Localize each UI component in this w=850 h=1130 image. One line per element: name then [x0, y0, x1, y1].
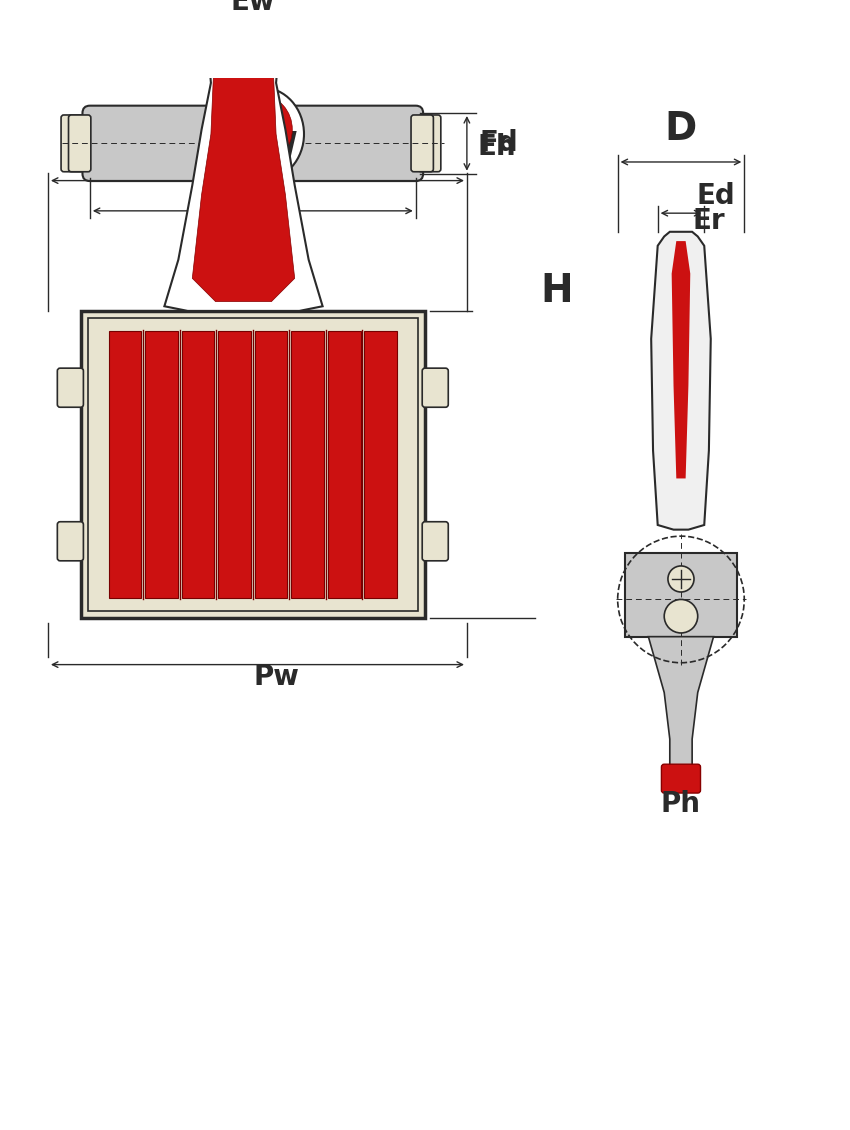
FancyBboxPatch shape — [422, 522, 448, 560]
FancyBboxPatch shape — [661, 764, 700, 793]
Text: Fd: Fd — [480, 129, 518, 157]
Text: Fw: Fw — [230, 206, 275, 234]
FancyBboxPatch shape — [422, 368, 448, 407]
Bar — [625, 553, 737, 636]
Text: D: D — [665, 110, 697, 148]
Polygon shape — [164, 40, 323, 311]
Ellipse shape — [235, 113, 261, 137]
FancyBboxPatch shape — [57, 522, 83, 560]
FancyBboxPatch shape — [418, 115, 441, 172]
Bar — [88, 319, 417, 610]
Bar — [255, 331, 287, 598]
Ellipse shape — [220, 87, 304, 181]
Bar — [365, 331, 397, 598]
Circle shape — [664, 599, 698, 633]
Text: Ph: Ph — [661, 790, 701, 818]
FancyBboxPatch shape — [61, 115, 83, 172]
Bar — [328, 331, 360, 598]
Text: Ed: Ed — [697, 182, 736, 210]
Polygon shape — [192, 55, 295, 302]
Ellipse shape — [232, 96, 292, 163]
Bar — [292, 331, 324, 598]
Text: Pw: Pw — [253, 663, 299, 692]
Polygon shape — [651, 232, 711, 530]
Text: Eh: Eh — [477, 133, 516, 162]
Circle shape — [668, 566, 694, 592]
FancyBboxPatch shape — [57, 368, 83, 407]
Text: W: W — [255, 130, 298, 168]
Text: Ew: Ew — [230, 0, 275, 16]
Polygon shape — [649, 636, 713, 767]
Bar — [182, 331, 214, 598]
Bar — [218, 331, 251, 598]
Bar — [145, 331, 178, 598]
Polygon shape — [672, 241, 690, 478]
Bar — [81, 311, 425, 618]
FancyBboxPatch shape — [411, 115, 434, 172]
Text: Er: Er — [693, 207, 725, 235]
FancyBboxPatch shape — [82, 106, 423, 181]
FancyBboxPatch shape — [81, 311, 425, 618]
Bar — [109, 331, 141, 598]
Text: H: H — [541, 272, 573, 311]
FancyBboxPatch shape — [69, 115, 91, 172]
